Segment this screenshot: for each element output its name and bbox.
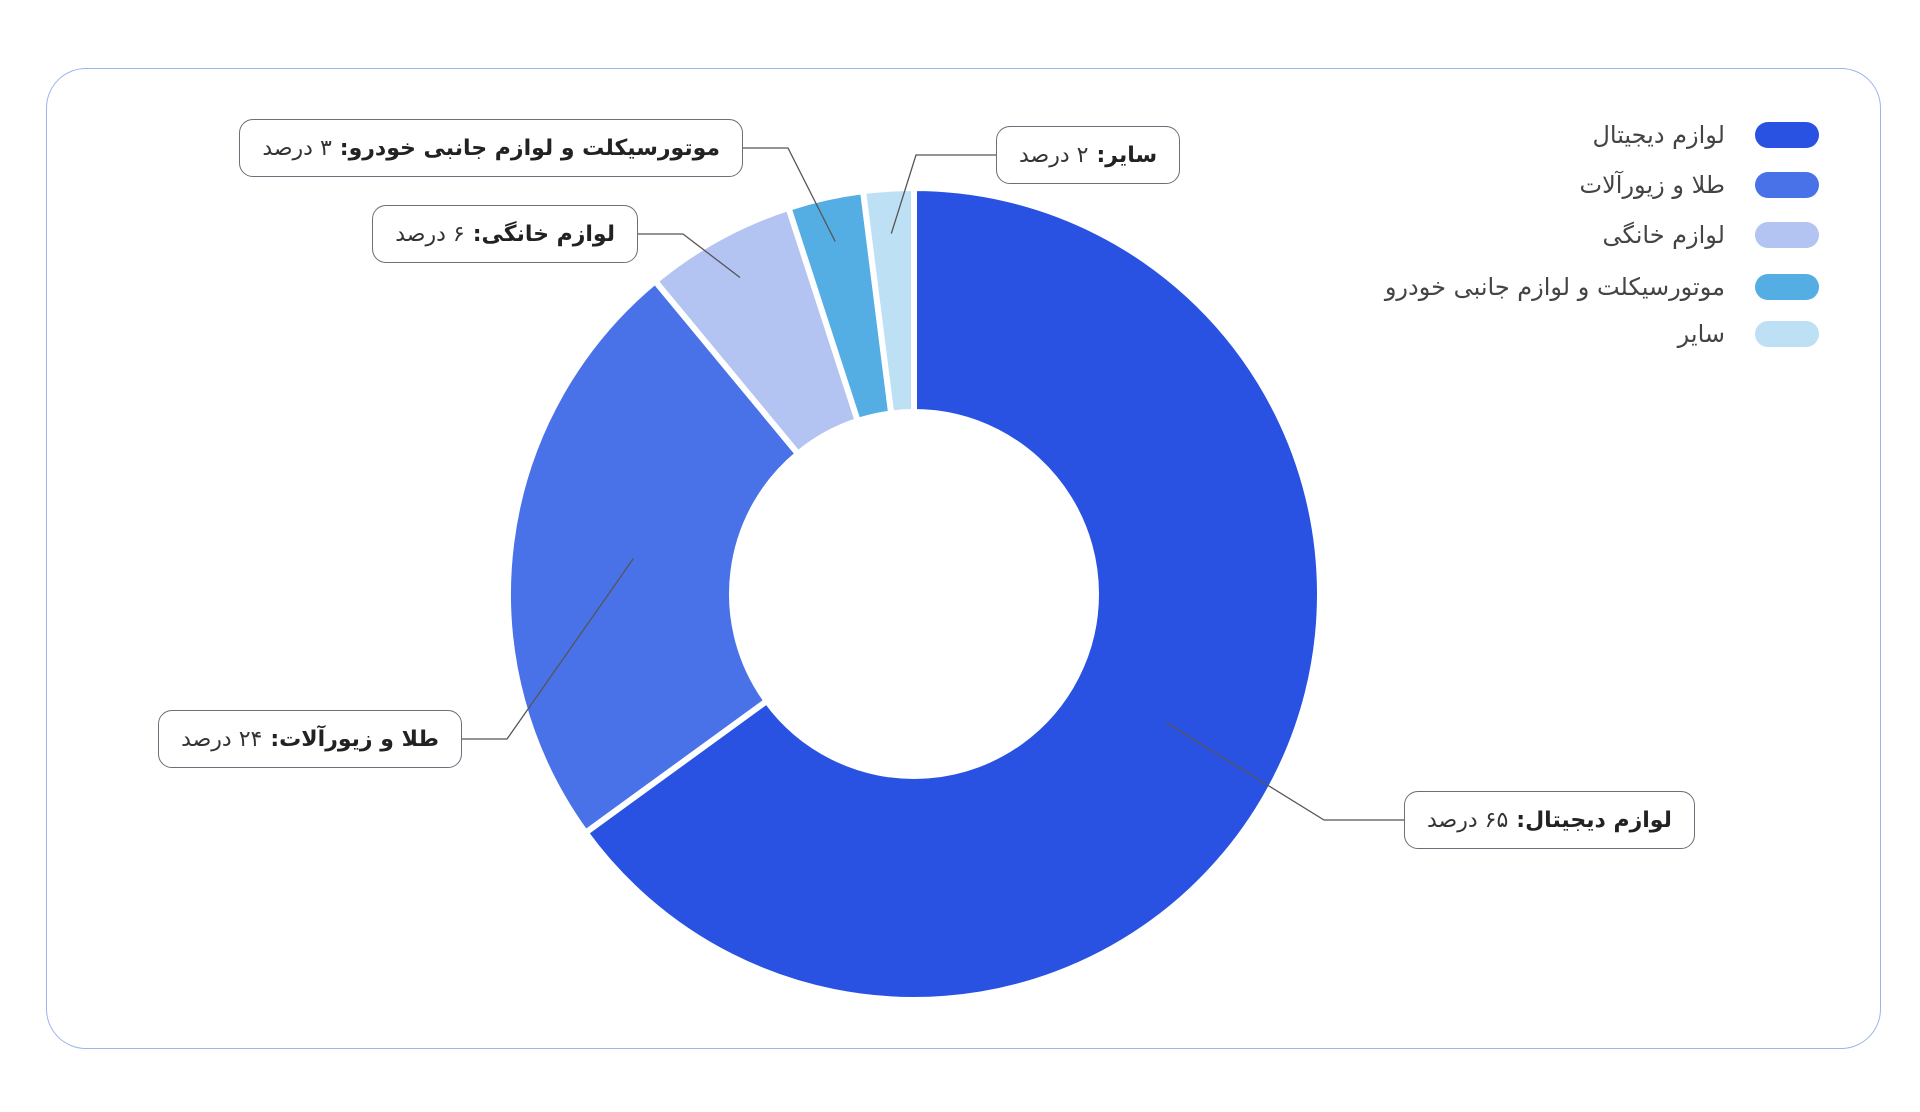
slice (581, 184, 1323, 1003)
leader-line (1165, 721, 1404, 821)
leader-line (638, 233, 741, 278)
legend-label: طلا و زیورآلات (1579, 171, 1725, 199)
legend-swatch (1755, 222, 1819, 248)
legend-swatch (1755, 172, 1819, 198)
callout-label: طلا و زیورآلات: (270, 726, 439, 752)
value-label: ۲ درصد (1019, 142, 1089, 168)
legend-swatch (1755, 122, 1819, 148)
slice (859, 184, 917, 417)
value-label: ۲۴ درصد (181, 726, 263, 752)
leader-line (890, 154, 996, 234)
legend-label: لوازم دیجیتال (1592, 121, 1725, 149)
callout-label: لوازم دیجیتال: (1516, 807, 1672, 833)
legend-label: موتورسیکلت و لوازم جانبی خودرو (1384, 273, 1725, 301)
leader-line (743, 147, 836, 242)
legend-label: لوازم خانگی (1602, 221, 1725, 249)
value-label: ۳ درصد (262, 135, 332, 161)
legend-swatch (1755, 274, 1819, 300)
legend-label: سایر (1677, 320, 1725, 348)
callout-label: سایر: (1096, 142, 1158, 168)
callout: طلا و زیورآلات: ۲۴ درصد (158, 710, 462, 768)
value-label: ۶ درصد (395, 221, 465, 247)
chart-card (46, 68, 1881, 1049)
leader-line (462, 558, 634, 740)
callout-label: موتورسیکلت و لوازم جانبی خودرو: (339, 135, 720, 161)
callout-label: لوازم خانگی: (472, 221, 615, 247)
value-label: ۶۵ درصد (1427, 807, 1509, 833)
callout: لوازم دیجیتال: ۶۵ درصد (1404, 791, 1695, 849)
slice (505, 276, 803, 837)
callout: سایر: ۲ درصد (996, 126, 1181, 184)
callout: لوازم خانگی: ۶ درصد (372, 205, 638, 263)
callout: موتورسیکلت و لوازم جانبی خودرو: ۳ درصد (239, 119, 743, 177)
legend-swatch (1755, 321, 1819, 347)
